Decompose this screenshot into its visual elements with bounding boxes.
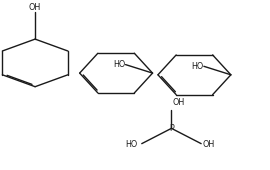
Text: OH: OH: [173, 98, 185, 107]
Text: HO: HO: [126, 140, 138, 149]
Text: OH: OH: [202, 140, 215, 149]
Text: P: P: [169, 124, 174, 133]
Text: OH: OH: [29, 3, 41, 12]
Text: HO: HO: [192, 62, 204, 71]
Text: HO: HO: [113, 60, 126, 69]
